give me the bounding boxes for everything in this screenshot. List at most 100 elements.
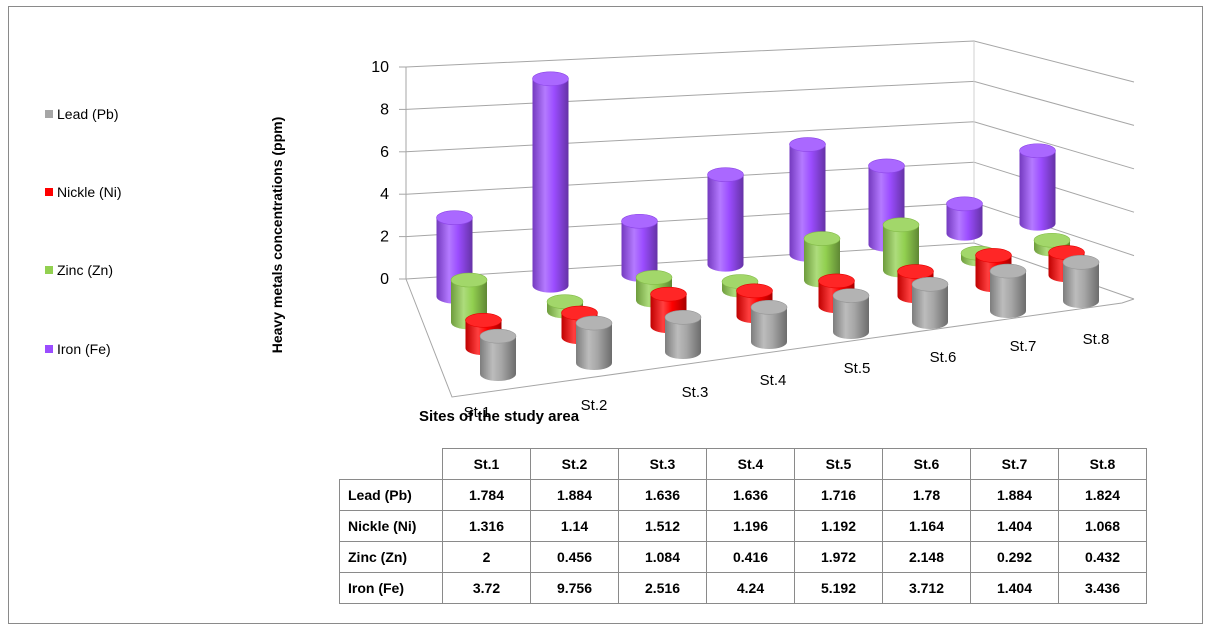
legend-item-nickle: Nickle (Ni) bbox=[45, 184, 122, 200]
bar-lead bbox=[665, 317, 701, 359]
bar-top bbox=[975, 248, 1012, 263]
y-tick-label: 10 bbox=[371, 59, 389, 76]
bar-top bbox=[465, 313, 502, 328]
y-axis-title: Heavy metals concentrations (ppm) bbox=[269, 116, 285, 354]
bar-top bbox=[532, 71, 569, 87]
x-tick-label: St.7 bbox=[1010, 338, 1037, 355]
x-tick-label: St.2 bbox=[581, 397, 608, 414]
bar-lead bbox=[751, 307, 787, 349]
table-cell: 3.72 bbox=[442, 572, 531, 604]
bar-top bbox=[664, 310, 702, 325]
table-row-label: Nickle (Ni) bbox=[339, 510, 443, 542]
table-cell: 1.068 bbox=[1058, 510, 1147, 542]
legend-item-lead: Lead (Pb) bbox=[45, 106, 118, 122]
x-tick-label: St.8 bbox=[1083, 331, 1110, 348]
gridline bbox=[405, 80, 1135, 126]
y-tick-label: 6 bbox=[380, 144, 389, 161]
legend-label-lead: Lead (Pb) bbox=[57, 106, 119, 122]
table-cell: 2 bbox=[442, 541, 531, 573]
table-row: Iron (Fe) 3.72 9.756 2.516 4.24 5.192 3.… bbox=[339, 572, 1147, 604]
bar-top bbox=[736, 283, 773, 299]
bar-top bbox=[1062, 255, 1100, 270]
x-tick-label: St.3 bbox=[682, 384, 709, 401]
table-header-cell: St.8 bbox=[1058, 448, 1147, 480]
y-tick-label: 8 bbox=[380, 101, 389, 118]
table-cell: 2.148 bbox=[882, 541, 971, 573]
bar-top bbox=[818, 273, 855, 289]
table-header-cell: St.1 bbox=[442, 448, 531, 480]
chart-frame: 10 8 6 4 2 0 St.1 St.2 St.3 St.4 St.5 St.6 St.7 St.8 … bbox=[8, 6, 1203, 624]
table-header-cell: St.5 bbox=[794, 448, 883, 480]
legend-label-nickle: Nickle (Ni) bbox=[57, 184, 122, 200]
table-header-cell: St.4 bbox=[706, 448, 795, 480]
table-cell: 4.24 bbox=[706, 572, 795, 604]
bar-lead bbox=[576, 323, 612, 370]
legend-label-zinc: Zinc (Zn) bbox=[57, 262, 113, 278]
table-cell: 1.192 bbox=[794, 510, 883, 542]
table-cell: 1.084 bbox=[618, 541, 707, 573]
bar-top bbox=[832, 288, 870, 303]
bar-lead bbox=[480, 336, 516, 381]
legend-swatch-lead bbox=[45, 110, 53, 118]
table-cell: 0.432 bbox=[1058, 541, 1147, 573]
bar-iron bbox=[621, 221, 658, 282]
x-tick-label: St.4 bbox=[760, 372, 787, 389]
table-cell: 1.316 bbox=[442, 510, 531, 542]
table-cell: 1.824 bbox=[1058, 479, 1147, 511]
table-header-row: St.1 St.2 St.3 St.4 St.5 St.6 St.7 St.8 bbox=[339, 448, 1147, 480]
legend-item-zinc: Zinc (Zn) bbox=[45, 262, 113, 278]
table-cell: 1.14 bbox=[530, 510, 619, 542]
table-cell: 1.884 bbox=[530, 479, 619, 511]
y-tick-label: 0 bbox=[380, 271, 389, 288]
table-row-label: Zinc (Zn) bbox=[339, 541, 443, 573]
legend-item-iron: Iron (Fe) bbox=[45, 341, 111, 357]
y-tick-label: 4 bbox=[380, 186, 389, 203]
bar-iron bbox=[946, 203, 983, 241]
table-corner bbox=[339, 448, 443, 480]
table-cell: 3.712 bbox=[882, 572, 971, 604]
table-cell: 1.404 bbox=[970, 572, 1059, 604]
bar-top bbox=[575, 315, 613, 331]
bar-top bbox=[621, 213, 658, 229]
x-axis-title: Sites of the study area bbox=[419, 408, 580, 425]
bar-top bbox=[803, 231, 841, 246]
floor-edge bbox=[405, 278, 1135, 398]
bar-top bbox=[436, 210, 473, 226]
x-tick-label: St.5 bbox=[844, 360, 871, 377]
bar-top bbox=[635, 270, 673, 285]
x-tick-label: St.6 bbox=[930, 349, 957, 366]
bar-top bbox=[1019, 143, 1056, 159]
y-tick-label: 2 bbox=[380, 229, 389, 246]
bar-iron bbox=[707, 174, 744, 272]
table-cell: 1.404 bbox=[970, 510, 1059, 542]
table-row: Nickle (Ni) 1.316 1.14 1.512 1.196 1.192… bbox=[339, 510, 1147, 542]
bar-top bbox=[868, 158, 905, 174]
bar-top bbox=[479, 328, 517, 344]
table-row-label: Lead (Pb) bbox=[339, 479, 443, 511]
table-cell: 1.512 bbox=[618, 510, 707, 542]
bar-lead bbox=[990, 271, 1026, 318]
bar-top bbox=[989, 263, 1027, 279]
bar-top bbox=[897, 264, 934, 279]
bar-iron bbox=[532, 78, 569, 293]
gridline bbox=[405, 40, 1135, 83]
table-cell: 0.416 bbox=[706, 541, 795, 573]
table-row: Lead (Pb) 1.784 1.884 1.636 1.636 1.716 … bbox=[339, 479, 1147, 511]
table-cell: 1.972 bbox=[794, 541, 883, 573]
table-row: Zinc (Zn) 2 0.456 1.084 0.416 1.972 2.14… bbox=[339, 541, 1147, 573]
table-cell: 1.636 bbox=[706, 479, 795, 511]
table-header-cell: St.7 bbox=[970, 448, 1059, 480]
table-cell: 2.516 bbox=[618, 572, 707, 604]
legend-swatch-nickle bbox=[45, 188, 53, 196]
bar-lead bbox=[833, 295, 869, 339]
table-cell: 1.884 bbox=[970, 479, 1059, 511]
table-cell: 1.716 bbox=[794, 479, 883, 511]
bar-zinc bbox=[883, 224, 919, 278]
table-cell: 0.292 bbox=[970, 541, 1059, 573]
bar-iron bbox=[1019, 150, 1056, 231]
table-cell: 1.78 bbox=[882, 479, 971, 511]
legend-swatch-iron bbox=[45, 345, 53, 353]
table-cell: 1.784 bbox=[442, 479, 531, 511]
table-cell: 1.164 bbox=[882, 510, 971, 542]
bar-lead bbox=[912, 284, 948, 329]
